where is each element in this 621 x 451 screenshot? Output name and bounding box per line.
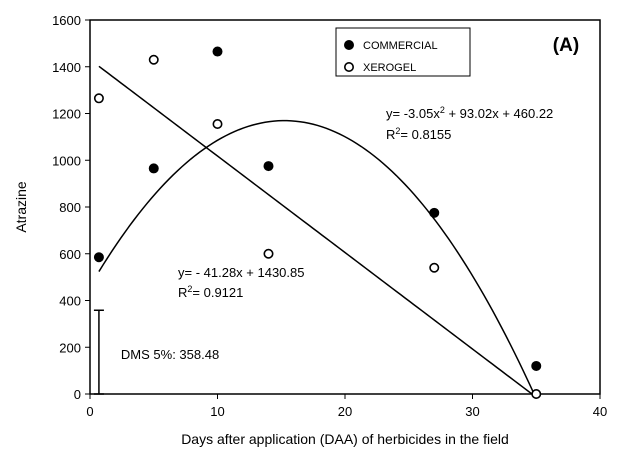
data-point	[531, 360, 542, 371]
data-point	[263, 161, 274, 172]
fit-curve	[98, 65, 537, 398]
fit-r2-part: R	[386, 127, 395, 142]
error-bar	[93, 309, 104, 395]
x-axis-label: Days after application (DAA) of herbicid…	[181, 431, 509, 447]
error-bar-label: DMS 5%: 358.48	[121, 347, 219, 362]
data-point	[429, 207, 440, 218]
data-point	[148, 54, 159, 65]
data-point	[531, 388, 542, 399]
data-point	[93, 252, 104, 263]
data-point	[429, 262, 440, 273]
fit-r2-part: R	[178, 285, 187, 300]
x-tick-label: 20	[338, 404, 352, 419]
y-tick-label: 200	[59, 340, 81, 355]
fit-equation: y= -3.05x2 + 93.02x + 460.22	[386, 105, 553, 121]
fit-equation-part: 2	[440, 105, 445, 115]
y-tick-label: 1200	[52, 107, 81, 122]
fit-equation: y= - 41.28x + 1430.85	[178, 265, 304, 280]
y-tick-label: 1400	[52, 60, 81, 75]
y-axis-label: Atrazine	[13, 181, 29, 233]
y-tick-label: 1000	[52, 153, 81, 168]
y-tick-label: 1600	[52, 13, 81, 28]
fit-curve	[98, 119, 537, 400]
y-tick-label: 0	[74, 387, 81, 402]
x-tick-label: 0	[86, 404, 93, 419]
fit-r2-part: = 0.9121	[192, 285, 243, 300]
x-tick-label: 40	[593, 404, 607, 419]
y-tick-label: 600	[59, 247, 81, 262]
data-point	[263, 248, 274, 259]
fit-equation-part: y= -3.05x	[386, 106, 440, 121]
fit-r2-part: 2	[395, 126, 400, 136]
data-point	[148, 163, 159, 174]
data-point	[212, 119, 223, 130]
y-tick-label: 800	[59, 200, 81, 215]
data-point	[212, 46, 223, 57]
legend-marker	[343, 39, 354, 50]
fit-r2: R2= 0.9121	[178, 284, 243, 300]
fit-equation-part: y= - 41.28x + 1430.85	[178, 265, 304, 280]
fit-r2-part: = 0.8155	[400, 127, 451, 142]
fit-r2-part: 2	[187, 284, 192, 294]
fit-equation-part: + 93.02x + 460.22	[445, 106, 553, 121]
legend-marker	[343, 61, 354, 72]
x-tick-label: 10	[210, 404, 224, 419]
data-point	[93, 93, 104, 104]
fit-r2: R2= 0.8155	[386, 126, 451, 142]
x-tick-label: 30	[465, 404, 479, 419]
legend-label: XEROGEL	[363, 62, 416, 74]
panel-label: (A)	[553, 35, 579, 56]
legend-box	[335, 27, 471, 77]
legend-label: COMMERCIAL	[363, 40, 438, 52]
y-tick-label: 400	[59, 294, 81, 309]
